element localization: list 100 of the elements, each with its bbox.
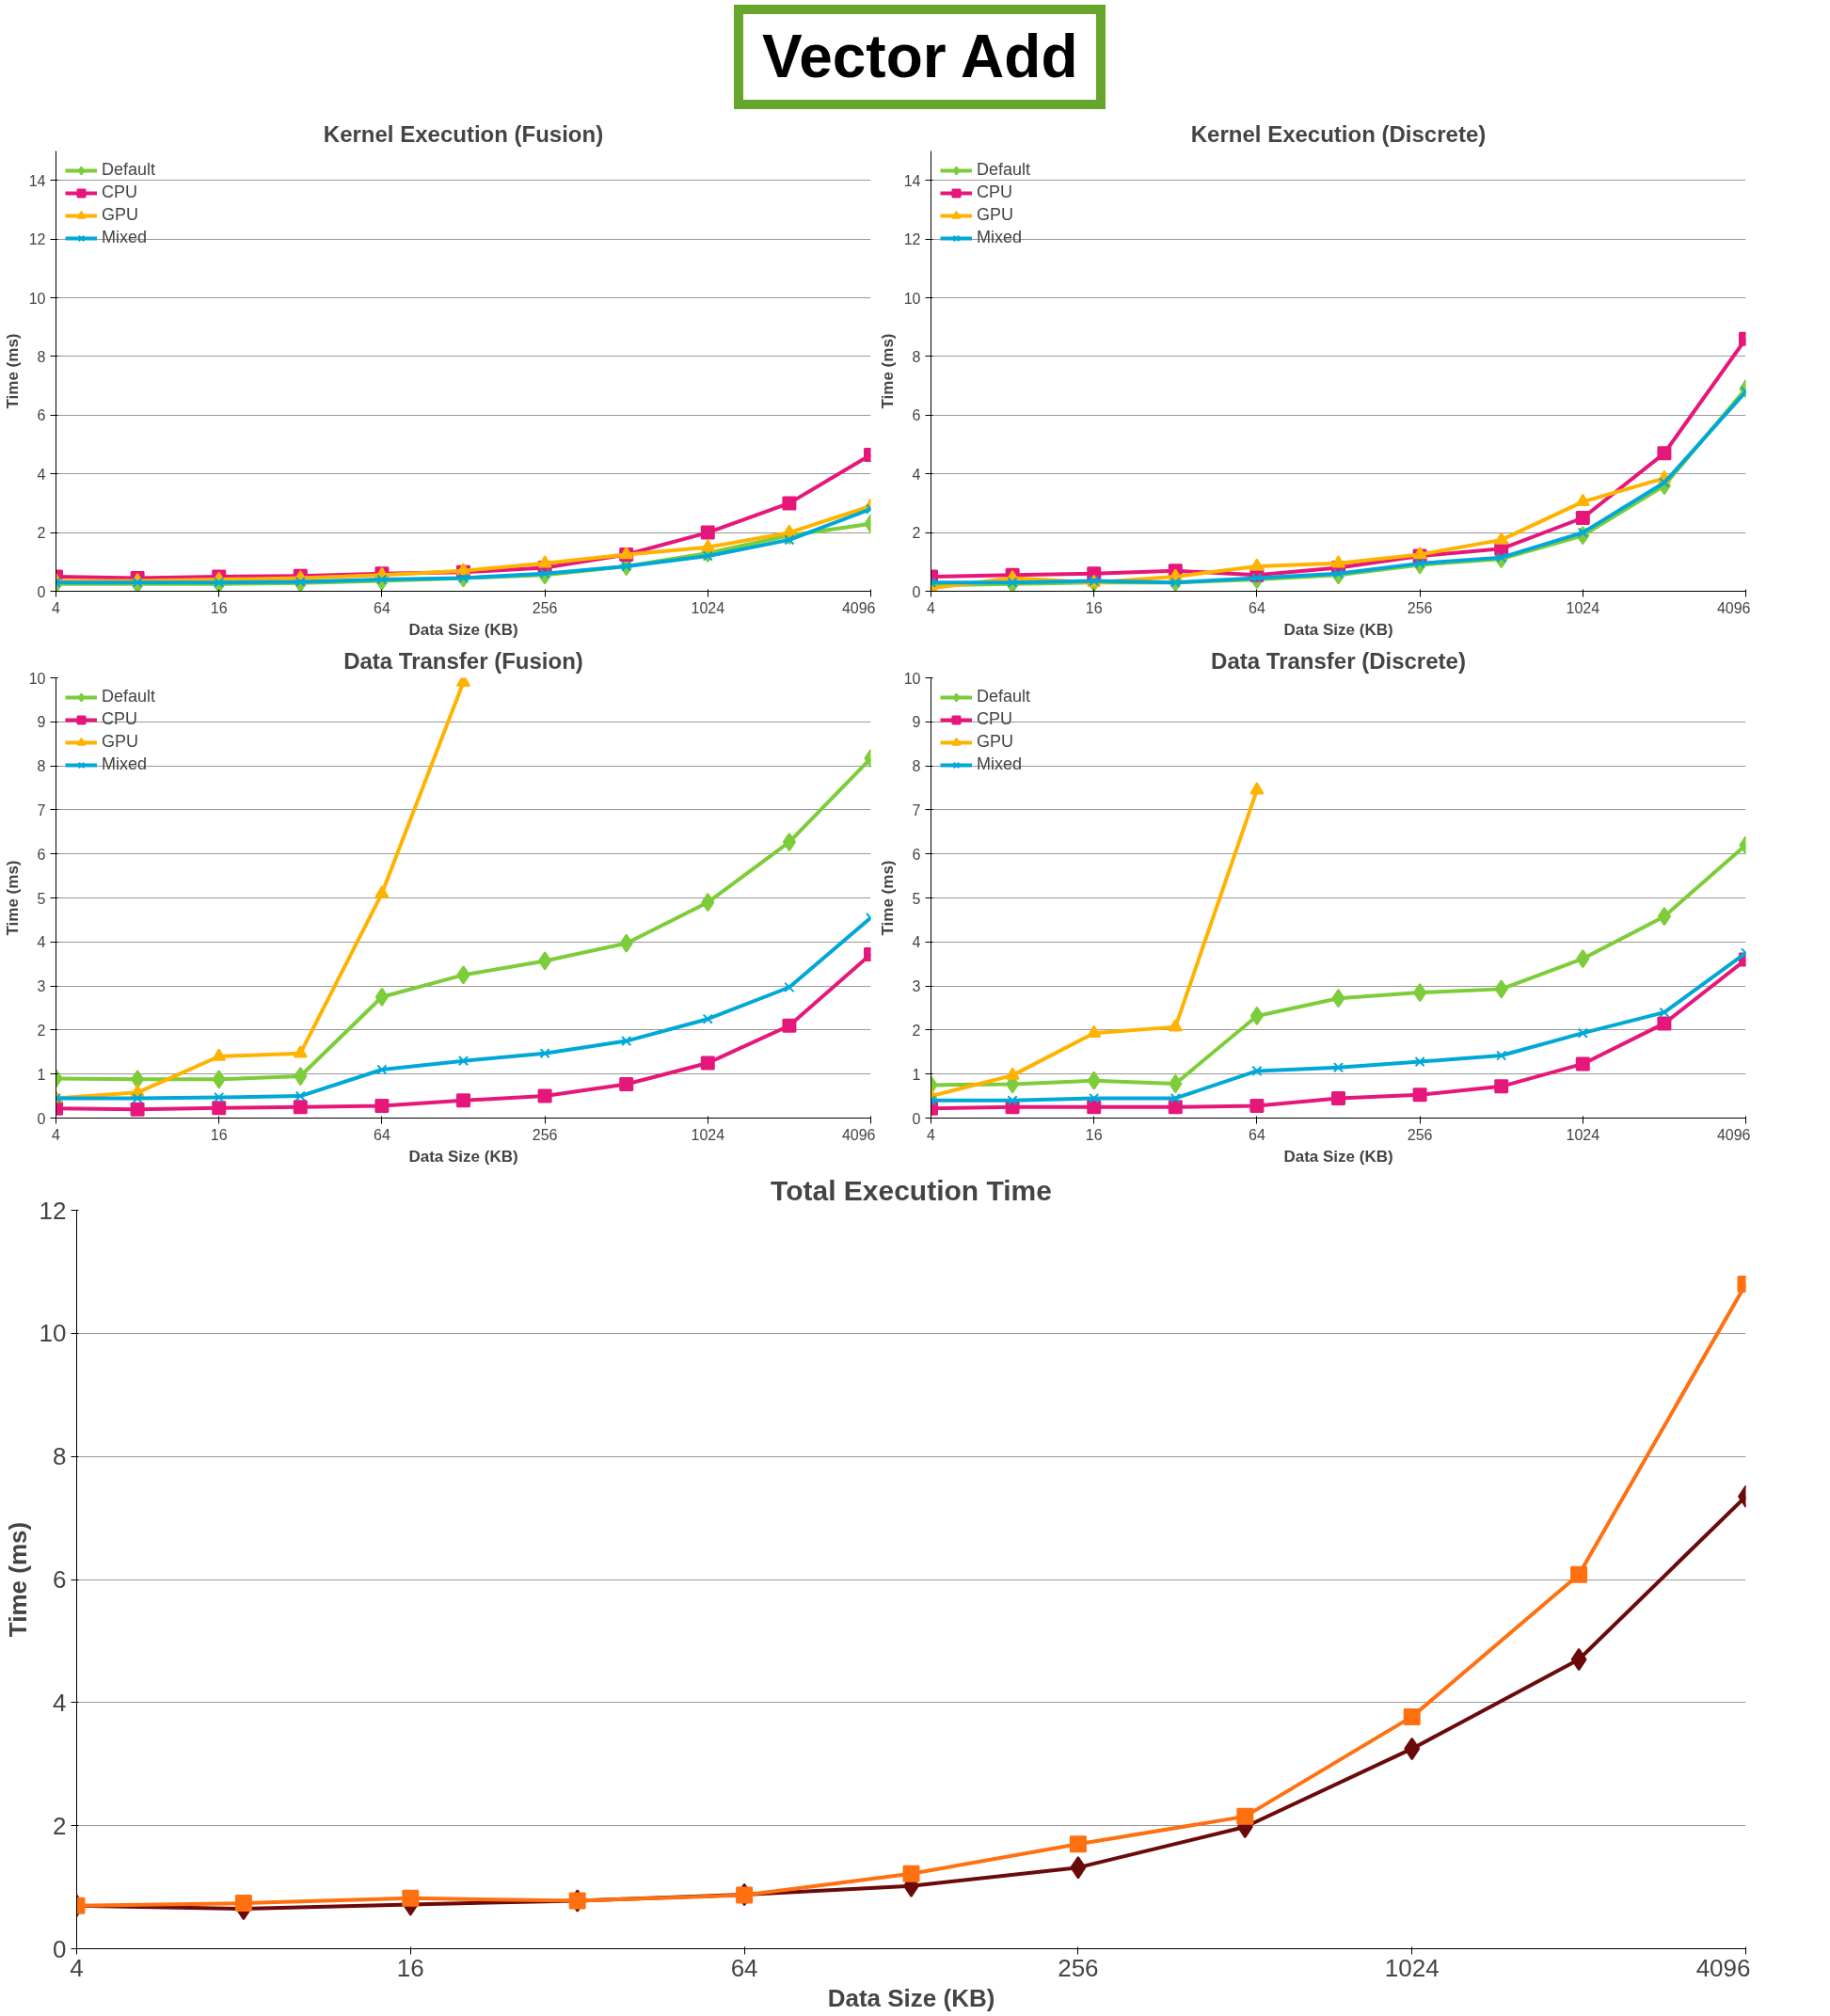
text: Vector Add [762, 22, 1078, 92]
legend-label: Default [977, 160, 1031, 181]
y-tick-label: 8 [53, 1442, 67, 1471]
chart-title: Total Execution Time [771, 1174, 1052, 1206]
y-tick-label: 7 [912, 802, 921, 819]
y-axis-title: Time (ms) [3, 333, 22, 409]
x-tick-label: 64 [730, 1953, 758, 1982]
y-axis-title: Time (ms) [878, 333, 897, 409]
legend-label: Mixed [102, 228, 148, 248]
x-tick-label: 4096 [841, 599, 876, 616]
y-tick-label: 14 [903, 173, 921, 190]
y-axis-title: Time (ms) [878, 860, 897, 936]
x-tick-label: 1024 [691, 1126, 725, 1143]
y-tick-label: 12 [39, 1196, 67, 1225]
y-tick-label: 0 [37, 1110, 46, 1127]
x-tick-label: 4096 [841, 1126, 876, 1143]
x-tick-label: 256 [1407, 1126, 1433, 1143]
x-tick-label: 16 [210, 1126, 228, 1143]
legend-label: GPU [977, 732, 1014, 753]
x-tick-label: 16 [1085, 599, 1103, 616]
y-tick-label: 2 [37, 1023, 46, 1040]
y-tick-label: 9 [912, 714, 921, 731]
legend-label: GPU [102, 205, 139, 226]
x-tick-label: 4 [927, 599, 936, 616]
y-tick-label: 2 [912, 1023, 921, 1040]
x-tick-label: 64 [1249, 1126, 1265, 1143]
y-tick-label: 5 [37, 890, 46, 907]
y-tick-label: 3 [912, 978, 921, 995]
y-tick-label: 3 [37, 978, 46, 995]
x-tick-label: 1024 [1566, 1126, 1600, 1143]
legend-label: GPU [102, 732, 139, 753]
y-tick-label: 8 [912, 758, 921, 775]
x-tick-label: 1024 [1566, 599, 1600, 616]
y-tick-label: 4 [37, 467, 46, 484]
x-tick-label: 16 [210, 599, 228, 616]
x-tick-label: 4096 [1716, 599, 1751, 616]
y-tick-label: 1 [912, 1067, 921, 1084]
legend-label: CPU [102, 709, 138, 730]
x-tick-label: 64 [1249, 599, 1265, 616]
legend-label: CPU [102, 183, 138, 203]
y-tick-label: 0 [912, 1110, 921, 1127]
y-tick-label: 12 [28, 231, 46, 248]
x-tick-label: 256 [532, 1126, 558, 1143]
x-tick-label: 256 [1407, 599, 1433, 616]
x-tick-label: 16 [1085, 1126, 1103, 1143]
y-tick-label: 0 [53, 1934, 67, 1963]
y-tick-label: 9 [37, 714, 46, 731]
y-tick-label: 10 [903, 290, 921, 307]
y-tick-label: 8 [37, 349, 46, 366]
y-tick-label: 6 [912, 847, 921, 864]
chart-title: Data Transfer (Fusion) [343, 647, 583, 674]
y-tick-label: 5 [912, 890, 921, 907]
x-axis-title: Data Size (KB) [408, 620, 518, 639]
y-tick-label: 8 [912, 349, 921, 366]
x-axis-title: Data Size (KB) [827, 1983, 995, 2012]
x-tick-label: 256 [532, 599, 558, 616]
y-tick-label: 10 [28, 670, 46, 687]
x-tick-label: 1024 [1384, 1953, 1440, 1982]
y-axis-title: Time (ms) [3, 860, 22, 936]
x-tick-label: 64 [374, 1126, 390, 1143]
legend-label: Mixed [102, 754, 148, 775]
y-tick-label: 8 [37, 758, 46, 775]
y-tick-label: 0 [912, 583, 921, 600]
y-tick-label: 10 [903, 670, 921, 687]
x-tick-label: 64 [374, 599, 390, 616]
y-tick-label: 0 [37, 583, 46, 600]
x-tick-label: 4 [927, 1126, 936, 1143]
legend-label: CPU [977, 183, 1013, 203]
chart-title: Data Transfer (Discrete) [1211, 647, 1466, 674]
legend-label: CPU [977, 709, 1013, 730]
y-tick-label: 10 [39, 1319, 67, 1348]
y-tick-label: 2 [912, 525, 921, 542]
legend-label: GPU [977, 205, 1014, 226]
x-tick-label: 4096 [1695, 1953, 1751, 1982]
x-tick-label: 4096 [1716, 1126, 1751, 1143]
y-tick-label: 7 [37, 802, 46, 819]
y-tick-label: 6 [37, 847, 46, 864]
y-tick-label: 4 [912, 467, 921, 484]
y-tick-label: 12 [903, 231, 921, 248]
y-tick-label: 6 [37, 407, 46, 424]
chart-title: Kernel Execution (Discrete) [1190, 120, 1487, 147]
legend-label: Default [977, 687, 1031, 707]
legend-label: Mixed [977, 754, 1023, 775]
chart-title: Kernel Execution (Fusion) [323, 120, 604, 147]
y-axis-title: Time (ms) [3, 1522, 32, 1638]
x-tick-label: 16 [396, 1953, 424, 1982]
y-tick-label: 2 [53, 1812, 67, 1841]
x-tick-label: 1024 [691, 599, 725, 616]
x-axis-title: Data Size (KB) [1283, 1147, 1393, 1166]
y-tick-label: 1 [37, 1067, 46, 1084]
y-tick-label: 4 [912, 934, 921, 951]
y-tick-label: 6 [912, 407, 921, 424]
x-tick-label: 256 [1058, 1953, 1099, 1982]
y-tick-label: 4 [53, 1689, 67, 1718]
legend-label: Default [102, 687, 156, 707]
y-tick-label: 14 [28, 173, 46, 190]
legend-label: Mixed [977, 228, 1023, 248]
y-tick-label: 10 [28, 290, 46, 307]
x-axis-title: Data Size (KB) [408, 1147, 518, 1166]
y-tick-label: 4 [37, 934, 46, 951]
